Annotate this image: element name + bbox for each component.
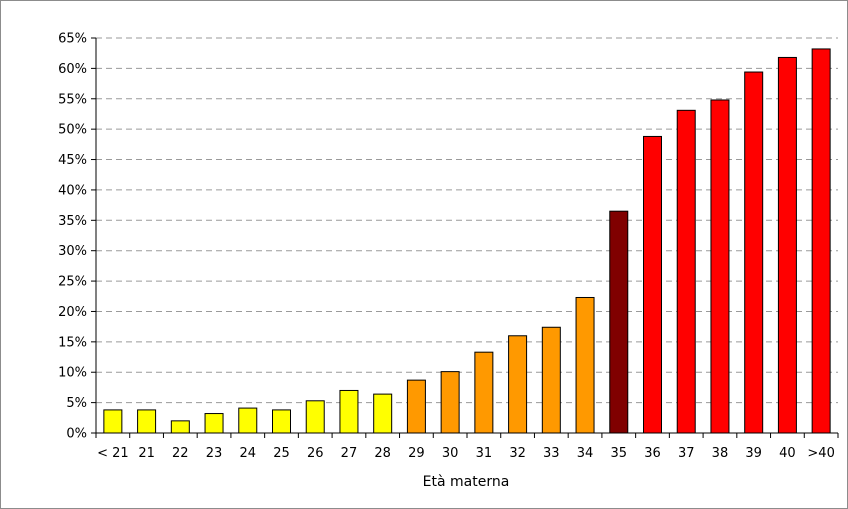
bar-21-0 <box>103 409 123 434</box>
bar-29-9 <box>406 379 426 434</box>
x-tick-label-10: 30 <box>442 446 459 461</box>
bar-21-1 <box>137 409 157 434</box>
bar-36-16 <box>643 135 662 434</box>
bar-37-17 <box>676 109 696 434</box>
y-tick-label-5: 5% <box>66 396 87 411</box>
y-tick-label-30: 30% <box>58 244 87 259</box>
x-tick-label-21: >40 <box>807 446 834 461</box>
y-tick-label-65: 65% <box>58 32 87 47</box>
bar-33-13 <box>541 326 561 434</box>
x-tick-label-18: 38 <box>712 446 729 461</box>
y-tick-label-40: 40% <box>58 183 87 198</box>
bar-32-12 <box>508 335 528 434</box>
bar-24-4 <box>238 407 258 434</box>
bar-38-18 <box>710 99 730 434</box>
y-tick-label-20: 20% <box>58 305 87 320</box>
bar-22-2 <box>170 420 190 434</box>
y-tick-label-0: 0% <box>66 427 87 442</box>
x-tick-label-8: 28 <box>374 446 391 461</box>
x-tick-label-19: 39 <box>745 446 762 461</box>
x-tick-label-0: < 21 <box>97 446 129 461</box>
x-tick-label-20: 40 <box>779 446 796 461</box>
bar-40-21 <box>811 48 831 434</box>
bar-34-14 <box>575 296 595 434</box>
y-tick-label-50: 50% <box>58 123 87 138</box>
gridlines <box>96 37 838 404</box>
y-tick-label-60: 60% <box>58 62 87 77</box>
y-axis-ticks: 0% 5% 10% 15% 20% 25% 30% 35% 40% 45% 50% 55% 60% 65% <box>58 32 96 442</box>
x-tick-label-11: 31 <box>476 446 493 461</box>
x-tick-label-1: 21 <box>138 446 155 461</box>
x-tick-label-4: 24 <box>239 446 256 461</box>
x-tick-label-3: 23 <box>206 446 223 461</box>
x-tick-label-13: 33 <box>543 446 560 461</box>
bar-25-5 <box>272 409 291 434</box>
bar-27-7 <box>339 389 359 434</box>
x-tick-label-2: 22 <box>172 446 189 461</box>
y-tick-label-15: 15% <box>58 335 87 350</box>
x-tick-label-5: 25 <box>273 446 290 461</box>
y-tick-label-10: 10% <box>58 366 87 381</box>
bar-28-8 <box>373 393 393 434</box>
y-tick-label-45: 45% <box>58 153 87 168</box>
y-tick-label-25: 25% <box>58 275 87 290</box>
x-axis-ticks: < 21 21 22 23 24 25 26 27 28 29 30 31 32 33 34 35 36 37 38… <box>95 433 839 461</box>
x-tick-label-7: 27 <box>341 446 358 461</box>
bar-31-11 <box>474 351 494 434</box>
bars <box>103 48 831 434</box>
bar-23-3 <box>204 413 224 434</box>
bar-30-10 <box>440 371 460 434</box>
x-tick-label-15: 35 <box>610 446 627 461</box>
x-axis-label: Età materna <box>423 474 510 490</box>
x-tick-label-17: 37 <box>678 446 695 461</box>
y-tick-label-35: 35% <box>58 214 87 229</box>
x-tick-label-6: 26 <box>307 446 324 461</box>
bar-35-15 <box>609 210 629 434</box>
bar-26-6 <box>305 400 325 434</box>
x-tick-label-12: 32 <box>509 446 526 461</box>
x-tick-label-9: 29 <box>408 446 425 461</box>
bar-39-19 <box>744 71 764 434</box>
y-tick-label-55: 55% <box>58 92 87 107</box>
x-tick-label-16: 36 <box>644 446 661 461</box>
x-tick-label-14: 34 <box>577 446 594 461</box>
bar-40-20 <box>777 56 797 434</box>
